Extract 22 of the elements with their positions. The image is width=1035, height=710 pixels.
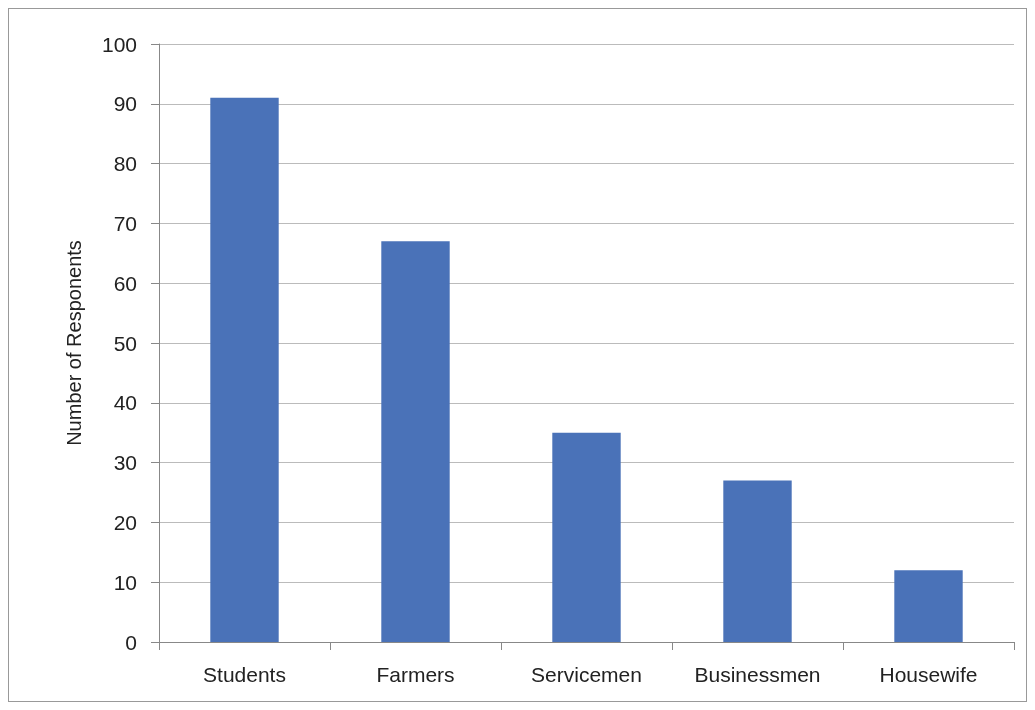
bar bbox=[894, 570, 963, 642]
y-tick-label: 0 bbox=[125, 630, 137, 654]
bar bbox=[210, 97, 279, 642]
y-tick-label: 100 bbox=[101, 32, 137, 56]
y-tick-label: 40 bbox=[113, 391, 137, 415]
y-tick-label: 80 bbox=[113, 152, 137, 176]
x-tick-label: Housewife bbox=[879, 663, 978, 686]
x-tick-label: Servicemen bbox=[531, 663, 642, 686]
bar bbox=[552, 432, 621, 642]
y-tick-label: 50 bbox=[113, 331, 137, 355]
y-tick-label: 30 bbox=[113, 451, 137, 475]
y-tick-label: 70 bbox=[113, 211, 137, 235]
y-tick-label: 10 bbox=[113, 570, 137, 594]
x-tick-label: Students bbox=[203, 663, 286, 686]
bar bbox=[723, 480, 792, 642]
y-tick-label: 60 bbox=[113, 271, 137, 295]
x-tick-label: Farmers bbox=[376, 663, 455, 686]
y-axis-title: Number of Responents bbox=[63, 240, 85, 446]
y-tick-label: 20 bbox=[113, 510, 137, 534]
y-tick-label: 90 bbox=[113, 92, 137, 116]
x-tick-label: Businessmen bbox=[694, 663, 821, 686]
bar bbox=[381, 241, 450, 642]
